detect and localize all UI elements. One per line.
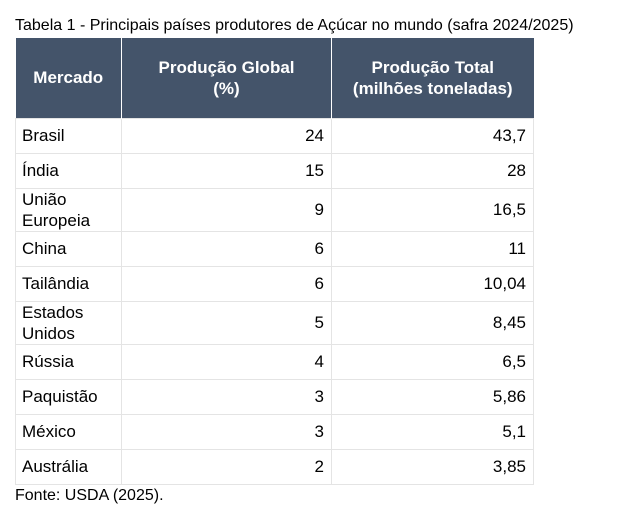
total-production-cell: 8,45 (331, 300, 534, 345)
market-cell: Tailândia (15, 265, 122, 302)
table-row: União Europeia 9 16,5 (15, 187, 534, 232)
header-market-label: Mercado (33, 68, 104, 88)
market-cell: União Europeia (15, 187, 122, 232)
total-production-cell: 6,5 (331, 343, 534, 380)
global-share-cell: 9 (121, 187, 332, 232)
sugar-production-table: Mercado Produção Global (%) Produção Tota… (15, 38, 534, 485)
total-production-cell: 43,7 (331, 117, 534, 154)
table-row: Rússia 4 6,5 (15, 343, 534, 380)
total-production-cell: 11 (331, 230, 534, 267)
table-row: Brasil 24 43,7 (15, 117, 534, 154)
table-body: Brasil 24 43,7 Índia 15 28 União Europeia… (15, 117, 534, 485)
source-note: Fonte: USDA (2025). (15, 487, 164, 504)
total-production-cell: 10,04 (331, 265, 534, 302)
header-global-line1: Produção Global (158, 57, 295, 77)
table-row: China 6 11 (15, 230, 534, 267)
market-line2: Unidos (22, 323, 75, 343)
global-share-cell: 5 (121, 300, 332, 345)
table-row: Paquistão 3 5,86 (15, 378, 534, 415)
table-row: México 3 5,1 (15, 413, 534, 450)
market-cell: Estados Unidos (15, 300, 122, 345)
global-share-cell: 3 (121, 378, 332, 415)
global-share-cell: 4 (121, 343, 332, 380)
market-line1: Estados (22, 302, 84, 322)
total-production-cell: 5,86 (331, 378, 534, 415)
global-share-cell: 3 (121, 413, 332, 450)
global-share-cell: 6 (121, 230, 332, 267)
table-caption: Tabela 1 - Principais países produtores … (15, 17, 574, 34)
header-row: Mercado Produção Global (%) Produção Tota… (15, 38, 534, 118)
market-cell: Rússia (15, 343, 122, 380)
total-production-cell: 3,85 (331, 448, 534, 485)
global-share-cell: 2 (121, 448, 332, 485)
header-total-line1: Produção Total (371, 57, 494, 77)
header-total-line2: (milhões toneladas) (352, 78, 513, 98)
header-total-production: Produção Total (milhões toneladas) (331, 38, 534, 118)
market-line1: União (22, 189, 67, 209)
market-line2: Europeia (22, 210, 91, 230)
table-row: Tailândia 6 10,04 (15, 265, 534, 302)
global-share-cell: 15 (121, 152, 332, 189)
header-global-production: Produção Global (%) (121, 38, 332, 118)
table-row: Estados Unidos 5 8,45 (15, 300, 534, 345)
market-cell: Brasil (15, 117, 122, 154)
header-global-line2: (%) (213, 78, 240, 98)
total-production-cell: 28 (331, 152, 534, 189)
global-share-cell: 6 (121, 265, 332, 302)
total-production-cell: 16,5 (331, 187, 534, 232)
market-cell: Paquistão (15, 378, 122, 415)
market-cell: Índia (15, 152, 122, 189)
global-share-cell: 24 (121, 117, 332, 154)
table-row: Índia 15 28 (15, 152, 534, 189)
market-cell: China (15, 230, 122, 267)
total-production-cell: 5,1 (331, 413, 534, 450)
market-cell: Austrália (15, 448, 122, 485)
market-cell: México (15, 413, 122, 450)
table-row: Austrália 2 3,85 (15, 448, 534, 485)
header-market: Mercado (15, 38, 122, 118)
table-header: Mercado Produção Global (%) Produção Tota… (15, 38, 534, 118)
